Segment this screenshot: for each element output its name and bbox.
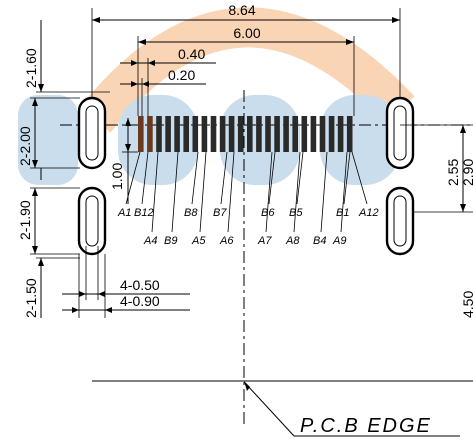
pin-label-bottom: B4 <box>313 235 326 247</box>
dim-pin-span: 6.00 <box>137 25 355 116</box>
pin-label-top: B7 <box>213 207 227 219</box>
dim-pin-width: 0.20 <box>120 67 206 116</box>
pin-leader <box>343 151 351 205</box>
pin-pad <box>165 116 171 152</box>
pin-pad <box>147 116 153 152</box>
pin-label-top: A1 <box>117 207 131 219</box>
slot-top-right <box>385 96 415 170</box>
dim-overall-width: 8.64 <box>91 2 401 100</box>
pin-pad <box>138 116 144 152</box>
pin-pad <box>292 116 298 152</box>
pin-pad <box>210 116 217 152</box>
dim-pad-length-value: 1.00 <box>109 163 125 190</box>
pin-leader <box>199 151 207 233</box>
pin-pad <box>328 116 335 152</box>
pin-label-top: B1 <box>336 207 349 219</box>
pcb-edge-label: P.C.B EDGE <box>300 415 432 437</box>
watermark-arc-orange <box>79 7 415 133</box>
pin-label-top: B8 <box>184 207 198 219</box>
pin-pad <box>283 116 289 152</box>
pin-leader <box>293 151 301 233</box>
pin-label-top: B5 <box>289 207 303 219</box>
dim-290-value: 2.90 <box>460 159 473 186</box>
dim-slot-bottom-width: 2-1.50 <box>23 257 80 318</box>
pin-pad <box>274 116 280 152</box>
pin-leader <box>320 151 328 233</box>
dim-slot-bottom-height: 2-1.90 <box>17 187 80 255</box>
dim-overall-width-value: 8.64 <box>228 2 255 18</box>
pin-pad <box>247 116 253 152</box>
dim-right-stack: 2.55 2.90 4.50 <box>400 124 473 318</box>
pin-leader <box>265 151 273 233</box>
pin-pad <box>237 116 244 152</box>
pin-pad <box>192 116 199 152</box>
pin-label-top: B6 <box>261 207 275 219</box>
pin-label-bottom: A8 <box>285 235 300 247</box>
slot-bottom-right <box>385 186 415 256</box>
pin-label-bottom: A5 <box>191 235 206 247</box>
pin-pad <box>183 116 189 152</box>
dim-slot-outer-width-value: 4-0.90 <box>120 293 160 309</box>
pin-leader <box>125 151 141 205</box>
pin-pad <box>219 116 226 152</box>
pin-pad <box>346 116 353 152</box>
pin-label-bottom: A6 <box>219 235 234 247</box>
pin-pad <box>301 116 308 152</box>
pin-leader <box>296 151 304 205</box>
dim-pin-width-value: 0.20 <box>168 67 195 83</box>
dim-450-value: 4.50 <box>460 291 473 318</box>
pin-leader <box>340 151 348 233</box>
dim-255-value: 2.55 <box>445 159 461 186</box>
pin-label-bottom: A4 <box>143 235 157 247</box>
pin-leader <box>191 151 199 205</box>
pin-pad <box>337 116 344 152</box>
pin-leader <box>171 151 179 233</box>
pin-leader <box>220 151 228 205</box>
pin-pad <box>156 116 162 152</box>
pin-pad <box>256 116 262 152</box>
dim-pin-span-value: 6.00 <box>233 25 260 41</box>
pin-label-bottom: A7 <box>257 235 272 247</box>
pin-pad <box>319 116 326 152</box>
pin-leader <box>227 151 235 233</box>
dim-slot-top-width: 2-1.60 <box>23 20 110 180</box>
pin-leader <box>151 151 159 233</box>
pin-leader <box>351 151 368 205</box>
logo-watermark <box>18 7 415 185</box>
pin-pad <box>201 116 208 152</box>
dim-slot-top-width-value: 2-1.60 <box>23 48 39 88</box>
dim-pitch-value: 0.40 <box>178 46 205 62</box>
pin-label-top: B12 <box>134 207 154 219</box>
pin-pad <box>265 116 271 152</box>
slot-top-left <box>77 96 107 170</box>
dim-slot-bottom-height-value: 2-1.90 <box>17 200 33 240</box>
dim-slot-top-height: 2-2.00 <box>17 97 80 169</box>
pin-label-top: A12 <box>358 207 379 219</box>
pin-label-bottom: A9 <box>332 235 346 247</box>
dim-slot-inner-width-value: 4-0.50 <box>120 277 160 293</box>
dim-slot-top-height-value: 2-2.00 <box>17 126 33 166</box>
pin-pad <box>310 116 317 152</box>
pin-pad <box>174 116 180 152</box>
pin-array <box>138 116 353 152</box>
slot-bottom-left <box>77 186 107 256</box>
pin-leaders <box>125 151 368 233</box>
dim-slot-bottom-width-value: 2-1.50 <box>23 278 39 318</box>
pin-labels-top: A1 B12 B8 B7 B6 B5 B1 A12 <box>117 207 379 219</box>
pcb-edge-callout: P.C.B EDGE <box>244 381 460 437</box>
pin-pad <box>228 116 235 152</box>
pin-leader <box>268 151 276 205</box>
dim-slot-widths: 4-0.50 4-0.90 <box>62 246 190 318</box>
pin-labels-bottom: A4 B9 A5 A6 A7 A8 B4 A9 <box>143 235 346 247</box>
pin-leader <box>141 151 149 205</box>
pin-label-bottom: B9 <box>164 235 177 247</box>
dim-pitch: 0.40 <box>120 46 216 116</box>
dim-pad-length: 1.00 <box>109 118 138 204</box>
